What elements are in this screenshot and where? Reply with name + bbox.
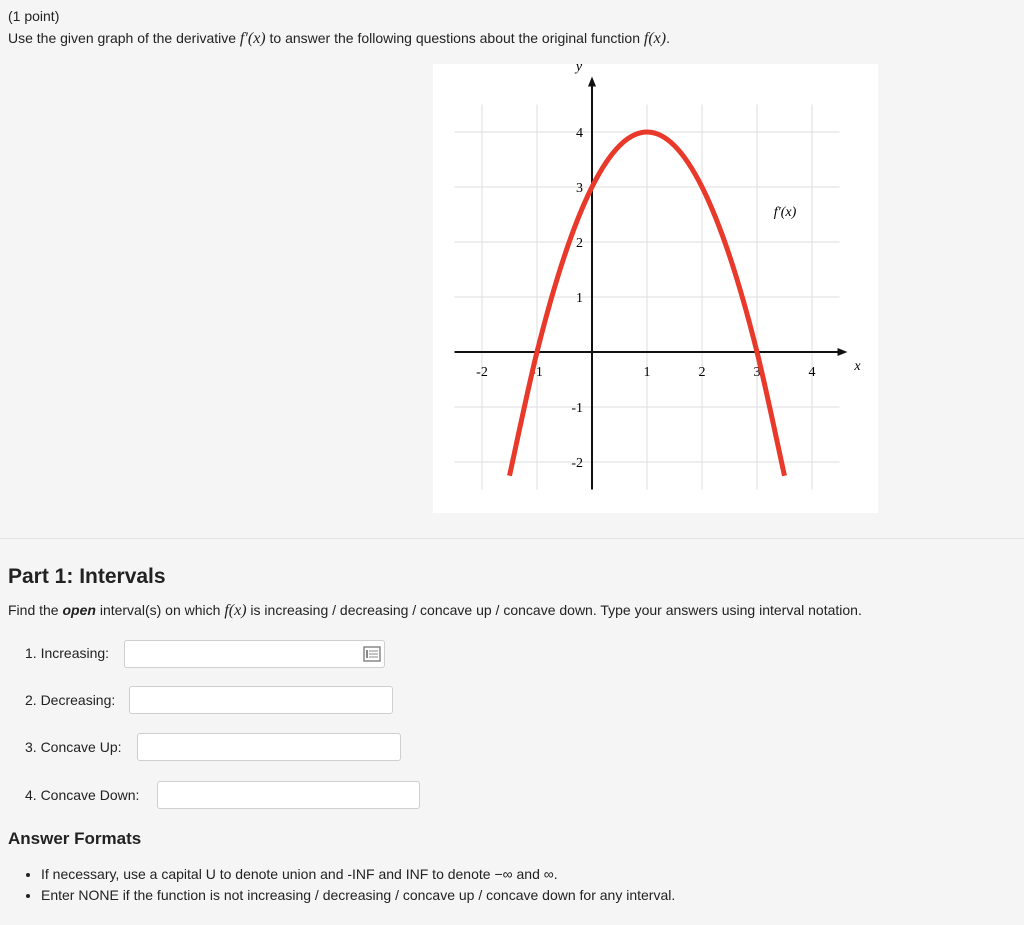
y-tick-label: 2 — [576, 236, 583, 251]
input-icon — [363, 646, 381, 662]
prompt-text: to answer the following questions about … — [265, 30, 644, 46]
y-tick-label: 4 — [576, 126, 583, 141]
answer-input[interactable] — [137, 733, 401, 761]
format-item: Enter NONE if the function is not increa… — [41, 885, 675, 906]
prompt-text: . — [666, 30, 670, 46]
graph: -2 -1 1 2 3 4 -2 -1 1 2 3 4 x y f′(x) — [454, 60, 861, 490]
math: f(x) — [224, 602, 247, 619]
y-tick-label: 3 — [576, 181, 583, 196]
y-tick-label: -1 — [571, 401, 583, 416]
instruction: Find the open interval(s) on which f(x) … — [8, 602, 862, 620]
x-tick-label: 2 — [699, 365, 706, 380]
field-label: 3. Concave Up: — [25, 739, 122, 755]
answer-input[interactable] — [129, 686, 393, 714]
prompt: Use the given graph of the derivative f′… — [8, 30, 670, 48]
field-label: 4. Concave Down: — [25, 787, 140, 803]
field-label: 1. Increasing: — [25, 645, 110, 661]
field-label: 2. Decreasing: — [25, 692, 116, 708]
math: f′(x) — [239, 30, 266, 47]
y-arrow — [588, 76, 596, 87]
x-tick-label: 3 — [754, 365, 761, 380]
curve — [507, 129, 787, 477]
x-tick-label: 4 — [809, 365, 816, 380]
formats-list: If necessary, use a capital U to denote … — [8, 864, 675, 906]
points: (1 point) — [8, 8, 60, 24]
formats-title: Answer Formats — [8, 829, 142, 848]
graph-box: -2 -1 1 2 3 4 -2 -1 1 2 3 4 x y f′(x) — [433, 60, 878, 513]
curve-label: f′(x) — [774, 205, 797, 220]
y-axis-label: y — [574, 64, 583, 75]
x-arrow — [837, 348, 848, 356]
x-tick-label: -2 — [476, 365, 488, 380]
answer-input[interactable] — [124, 640, 385, 668]
instruction-text: is increasing / decreasing / concave up … — [246, 602, 862, 618]
x-tick-label: -1 — [531, 365, 543, 380]
instruction-text: interval(s) on which — [95, 602, 225, 618]
math: f(x) — [643, 30, 667, 47]
separator — [0, 538, 1024, 539]
format-item: If necessary, use a capital U to denote … — [41, 864, 675, 885]
answer-input[interactable] — [157, 781, 420, 809]
emphasis: open — [62, 602, 96, 618]
instruction-text: Find the — [8, 602, 63, 618]
prompt-text: Use the given graph of the derivative — [8, 30, 240, 46]
x-axis-label: x — [853, 359, 861, 374]
x-tick-label: 1 — [644, 365, 651, 380]
y-tick-label: -2 — [571, 456, 583, 471]
y-tick-label: 1 — [576, 291, 583, 306]
part-title: Part 1: Intervals — [8, 565, 166, 588]
